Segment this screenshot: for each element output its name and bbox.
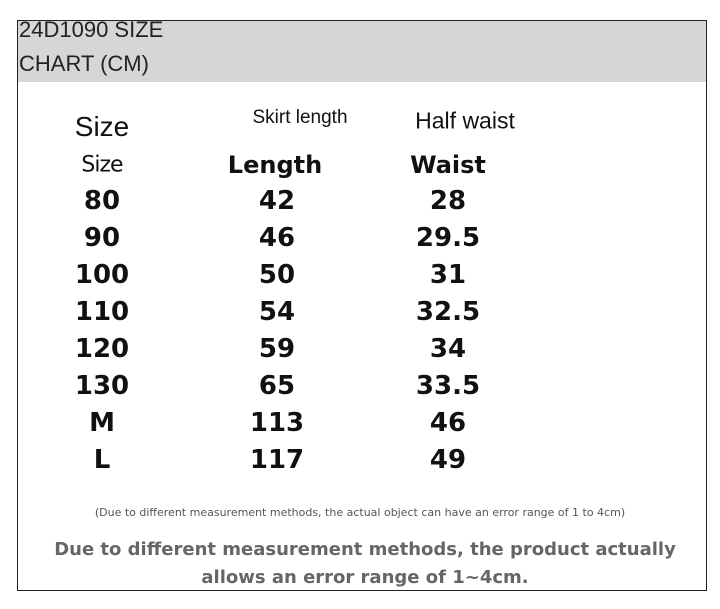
- table-cell: 130: [74, 371, 130, 401]
- table-cell: 120: [74, 334, 130, 364]
- table-cell: 65: [258, 371, 296, 401]
- header-bar: [17, 20, 707, 82]
- table-cell: 32.5: [415, 297, 481, 327]
- table-cell: 33.5: [415, 371, 481, 401]
- table-cell: 100: [74, 260, 130, 290]
- column-header: Length: [227, 151, 323, 179]
- header-title: 24D1090 SIZE: [19, 17, 164, 42]
- table-cell: 117: [249, 445, 305, 475]
- table-cell: 29.5: [415, 223, 481, 253]
- table-cell: 113: [249, 408, 305, 438]
- note-main: Due to different measurement methods, th…: [54, 539, 676, 588]
- column-header: Size: [81, 152, 123, 178]
- table-cell: 90: [83, 223, 121, 253]
- table-cell: 28: [429, 186, 467, 216]
- note-small: (Due to different measurement methods, t…: [94, 506, 626, 519]
- caption-header: Skirt length: [252, 107, 348, 128]
- table-cell: 50: [258, 260, 296, 290]
- table-cell: 34: [429, 334, 467, 364]
- table-cell: 46: [258, 223, 296, 253]
- table-cell: 31: [429, 260, 467, 290]
- caption-header: Half waist: [415, 107, 515, 134]
- column-header: Waist: [410, 151, 486, 179]
- table-cell: 54: [258, 297, 296, 327]
- header-title: CHART (CM): [19, 51, 149, 76]
- frame: [17, 20, 707, 591]
- table-cell: 59: [258, 334, 296, 364]
- caption-header: Size: [74, 111, 130, 142]
- table-cell: 110: [74, 297, 130, 327]
- table-cell: 80: [83, 186, 121, 216]
- table-cell: M: [89, 408, 115, 438]
- table-cell: 46: [429, 408, 467, 438]
- table-cell: 42: [258, 186, 296, 216]
- table-cell: 49: [429, 445, 467, 475]
- table-cell: L: [93, 445, 111, 475]
